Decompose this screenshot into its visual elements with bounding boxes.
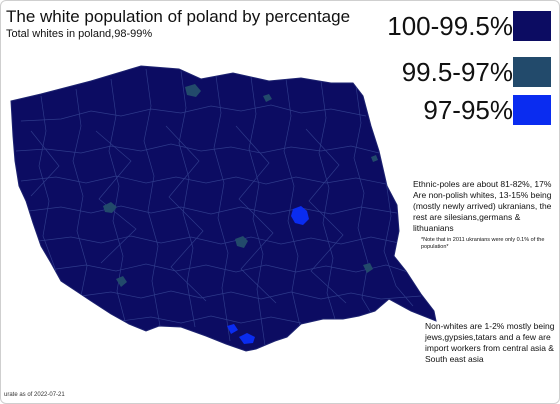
note-non-whites: Non-whites are 1-2% mostly being jews,gy… [425, 321, 555, 364]
poland-outline [10, 65, 437, 352]
region-lodz [235, 236, 248, 248]
legend-swatch [513, 11, 551, 41]
legend-item-3: 97-95% [423, 95, 551, 125]
region-lublin [363, 263, 373, 273]
region-bialystok [371, 155, 378, 162]
county-borders [15, 68, 422, 347]
legend-swatch [513, 95, 551, 125]
region-katowice [227, 324, 238, 334]
region-wroclaw [116, 276, 127, 287]
region-poznan [103, 202, 117, 213]
legend-label: 97-95% [423, 95, 513, 125]
map-title: The white population of poland by percen… [6, 7, 351, 26]
map-subtitle: Total whites in poland,98-99% [6, 28, 153, 40]
legend-item-2: 99.5-97% [402, 57, 551, 87]
region-olsztyn [263, 94, 272, 102]
region-warsaw [291, 206, 309, 225]
note-ethnic-composition: Ethnic-poles are about 81-82%, 17% Are n… [413, 179, 552, 233]
legend-label: 100-99.5% [387, 11, 513, 41]
legend-item-1: 100-99.5% [387, 11, 551, 41]
region-gdansk [185, 84, 201, 97]
note-ukrainians-2011: *Note that in 2011 ukranians were only 0… [421, 237, 545, 250]
legend-swatch [513, 57, 551, 87]
region-krakow [239, 333, 255, 344]
legend-label: 99.5-97% [401, 57, 513, 87]
footer-date: urate as of 2022-07-21 [4, 392, 65, 398]
